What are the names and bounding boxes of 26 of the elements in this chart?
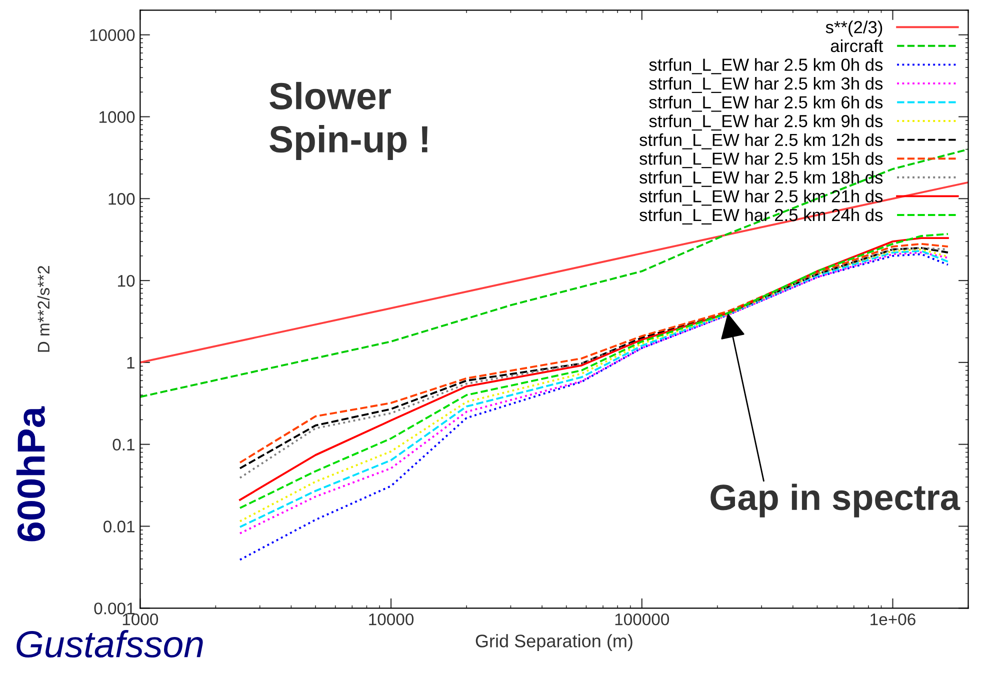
legend-label: strfun_L_EW har 2.5 km 3h ds	[649, 76, 883, 93]
y-tick-label: 10000	[90, 29, 135, 42]
legend-label: strfun_L_EW har 2.5 km 21h ds	[640, 190, 883, 206]
y-axis-title: D m**2/s**2	[37, 266, 50, 352]
y-tick-label: 0.01	[104, 520, 134, 532]
text: Gustafsson	[16, 630, 203, 658]
legend-label: strfun_L_EW har 2.5 km 9h ds	[649, 114, 883, 131]
text: 600hPa	[16, 406, 45, 542]
y-tick-label: 1	[127, 357, 134, 368]
y-tick-label: 0.001	[94, 602, 134, 614]
legend-label: strfun_L_EW har 2.5 km 15h ds	[640, 152, 883, 168]
x-tick-label: 1e+06	[870, 613, 916, 626]
legend-label: strfun_L_EW har 2.5 km 12h ds	[640, 133, 883, 150]
x-tick-label: 10000	[369, 613, 414, 626]
x-tick-label: 100000	[615, 613, 670, 626]
annotation: Gap in spectra	[710, 484, 960, 518]
y-tick-label: 100	[108, 193, 135, 205]
annotation: Slower Spin-up !	[270, 82, 428, 160]
legend-label: strfun_L_EW har 2.5 km 6h ds	[649, 96, 883, 112]
legend-label: strfun_L_EW har 2.5 km 0h ds	[649, 58, 883, 74]
y-tick-label: 10	[118, 274, 135, 287]
x-axis-title: Grid Separation (m)	[476, 634, 632, 651]
y-tick-label: 1000	[99, 111, 135, 123]
y-tick-label: 0.1	[112, 438, 134, 451]
legend-label: s**(2/3)	[826, 20, 882, 37]
legend-label: aircraft	[830, 39, 884, 52]
